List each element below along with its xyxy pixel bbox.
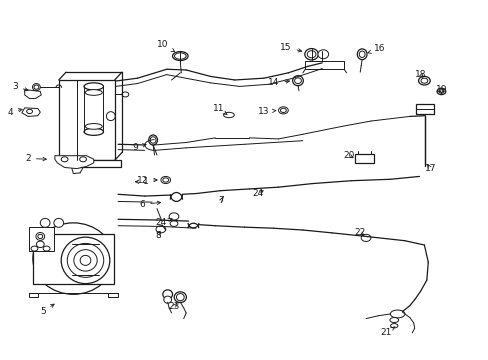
Bar — [73, 159, 120, 167]
Bar — [33, 234, 114, 284]
Ellipse shape — [359, 51, 365, 58]
Text: 6: 6 — [139, 200, 160, 209]
Circle shape — [61, 157, 68, 162]
Ellipse shape — [33, 223, 114, 294]
Ellipse shape — [223, 112, 234, 118]
Circle shape — [278, 107, 287, 114]
Bar — [108, 293, 118, 297]
Circle shape — [31, 246, 38, 251]
Text: 1: 1 — [135, 177, 149, 186]
Text: 13: 13 — [258, 107, 275, 116]
Ellipse shape — [304, 49, 318, 60]
Ellipse shape — [54, 219, 63, 227]
Ellipse shape — [40, 219, 50, 227]
Ellipse shape — [84, 128, 103, 135]
Text: 12: 12 — [137, 176, 157, 185]
Bar — [305, 62, 344, 69]
Ellipse shape — [389, 318, 398, 323]
Text: 21: 21 — [380, 327, 394, 337]
Ellipse shape — [357, 49, 366, 60]
Ellipse shape — [38, 234, 42, 239]
Text: 5: 5 — [40, 304, 54, 316]
Circle shape — [280, 108, 286, 112]
Ellipse shape — [74, 249, 97, 271]
Text: 23: 23 — [168, 302, 180, 311]
Text: 19: 19 — [435, 85, 446, 94]
Circle shape — [420, 78, 427, 83]
Ellipse shape — [174, 292, 186, 302]
Circle shape — [43, 246, 50, 251]
Ellipse shape — [317, 50, 328, 59]
Circle shape — [361, 234, 370, 242]
Ellipse shape — [390, 324, 397, 328]
Circle shape — [156, 226, 165, 233]
Ellipse shape — [84, 83, 103, 90]
Bar — [59, 80, 115, 160]
Text: 18: 18 — [414, 70, 426, 79]
Text: 14: 14 — [267, 78, 289, 87]
Ellipse shape — [34, 85, 39, 89]
Text: 20: 20 — [343, 151, 354, 160]
Ellipse shape — [85, 123, 102, 129]
Text: 8: 8 — [155, 231, 161, 240]
Circle shape — [438, 90, 443, 93]
Text: 24: 24 — [252, 189, 263, 198]
Polygon shape — [22, 108, 40, 116]
Ellipse shape — [148, 135, 157, 145]
Text: 24: 24 — [155, 218, 172, 227]
Circle shape — [170, 221, 178, 226]
Text: 2: 2 — [25, 154, 46, 163]
Circle shape — [163, 178, 168, 182]
Circle shape — [80, 157, 86, 162]
Polygon shape — [55, 156, 94, 168]
Text: 4: 4 — [7, 108, 22, 117]
Text: 17: 17 — [424, 164, 435, 173]
Bar — [355, 154, 373, 163]
Ellipse shape — [61, 237, 110, 284]
Text: 7: 7 — [218, 196, 224, 205]
Text: 9: 9 — [132, 143, 146, 152]
Text: 3: 3 — [12, 82, 28, 91]
Bar — [29, 227, 54, 251]
Circle shape — [418, 76, 429, 85]
Polygon shape — [25, 90, 41, 99]
Ellipse shape — [172, 51, 188, 60]
Ellipse shape — [106, 112, 115, 121]
Text: 10: 10 — [157, 40, 174, 51]
Bar — [415, 104, 433, 114]
Ellipse shape — [67, 243, 103, 277]
Text: 11: 11 — [213, 104, 227, 115]
Ellipse shape — [85, 90, 102, 95]
Circle shape — [27, 109, 32, 113]
Ellipse shape — [306, 51, 315, 58]
Ellipse shape — [80, 255, 91, 265]
Ellipse shape — [292, 76, 303, 86]
Ellipse shape — [32, 84, 40, 91]
Bar — [29, 293, 38, 297]
Ellipse shape — [36, 241, 44, 248]
Ellipse shape — [174, 53, 186, 59]
Circle shape — [169, 213, 179, 220]
Ellipse shape — [389, 310, 404, 318]
Circle shape — [436, 88, 445, 95]
Ellipse shape — [36, 233, 44, 240]
Circle shape — [122, 92, 128, 97]
Ellipse shape — [150, 137, 156, 143]
Ellipse shape — [163, 296, 171, 303]
Text: 16: 16 — [367, 44, 385, 53]
Ellipse shape — [163, 290, 172, 299]
Text: 15: 15 — [280, 42, 301, 52]
Ellipse shape — [176, 294, 184, 301]
Circle shape — [161, 176, 170, 184]
Text: 22: 22 — [354, 228, 365, 237]
Ellipse shape — [294, 78, 301, 84]
